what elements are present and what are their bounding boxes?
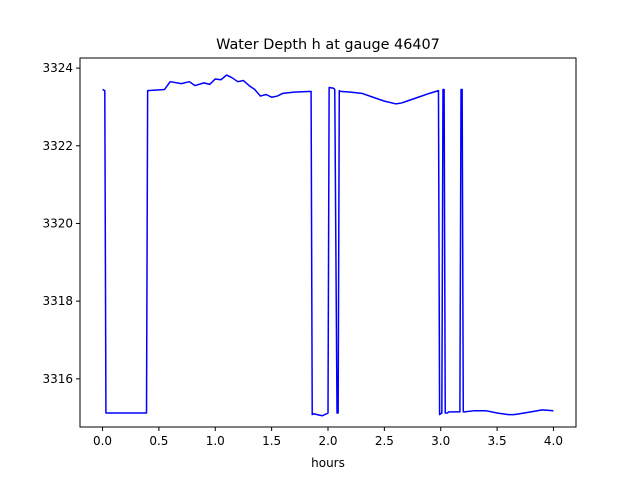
y-tick-label: 3320 xyxy=(42,216,73,230)
y-tick-label: 3324 xyxy=(42,61,73,75)
x-tick-label: 3.5 xyxy=(488,434,507,448)
x-tick-label: 0.0 xyxy=(93,434,112,448)
series-line-0 xyxy=(102,74,554,417)
x-tick-label: 3.0 xyxy=(431,434,450,448)
x-tick-label: 1.0 xyxy=(206,434,225,448)
plot-frame xyxy=(79,57,577,428)
x-tick-label: 1.5 xyxy=(262,434,281,448)
y-tick-label: 3322 xyxy=(42,139,73,153)
y-axis-ticks: 3316 3318 3320 3322 3324 xyxy=(42,61,80,386)
y-tick-label: 3318 xyxy=(42,294,73,308)
x-axis-label: hours xyxy=(311,456,345,470)
chart-title: Water Depth h at gauge 46407 xyxy=(216,37,440,53)
plot-content xyxy=(102,74,554,417)
x-tick-label: 2.0 xyxy=(318,434,337,448)
y-tick-label: 3316 xyxy=(42,372,73,386)
x-tick-label: 2.5 xyxy=(375,434,394,448)
x-tick-label: 4.0 xyxy=(544,434,563,448)
x-axis-ticks: 0.0 0.5 1.0 1.5 2.0 2.5 3.0 3.5 4.0 xyxy=(93,427,563,448)
x-tick-label: 0.5 xyxy=(149,434,168,448)
